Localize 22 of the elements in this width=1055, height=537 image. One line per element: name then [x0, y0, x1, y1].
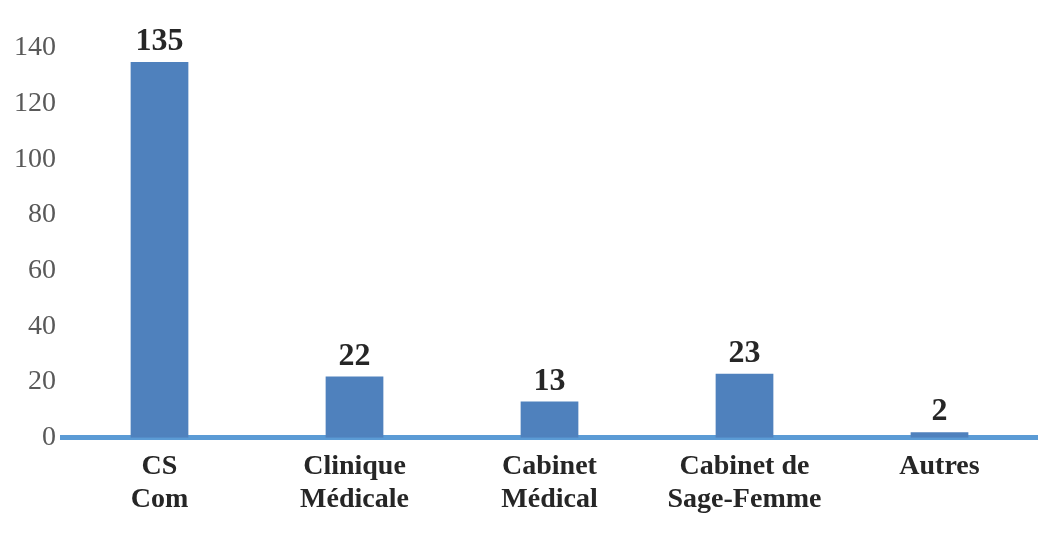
data-label: 23 — [728, 333, 761, 370]
bar — [130, 61, 189, 438]
data-label: 135 — [135, 21, 184, 58]
y-tick-label: 80 — [28, 197, 56, 229]
x-tick-label: Cabinet de Sage-Femme — [667, 448, 822, 514]
data-label: 2 — [931, 391, 948, 428]
x-tick-label: CS Com — [130, 448, 189, 514]
y-tick-label: 100 — [14, 141, 56, 173]
data-label: 13 — [533, 360, 566, 397]
y-tick-label: 0 — [42, 420, 56, 452]
y-tick-label: 40 — [28, 308, 56, 340]
x-tick-label: Autres — [899, 448, 980, 480]
y-tick-label: 20 — [28, 364, 56, 396]
bar — [520, 401, 579, 438]
data-label: 22 — [338, 335, 371, 372]
bar — [325, 376, 384, 438]
bar — [715, 373, 774, 438]
y-tick-label: 140 — [14, 30, 56, 62]
x-tick-label: Cabinet Médical — [501, 448, 598, 514]
y-tick-label: 60 — [28, 253, 56, 285]
y-tick-label: 120 — [14, 86, 56, 118]
x-tick-label: Clinique Médicale — [300, 448, 409, 514]
